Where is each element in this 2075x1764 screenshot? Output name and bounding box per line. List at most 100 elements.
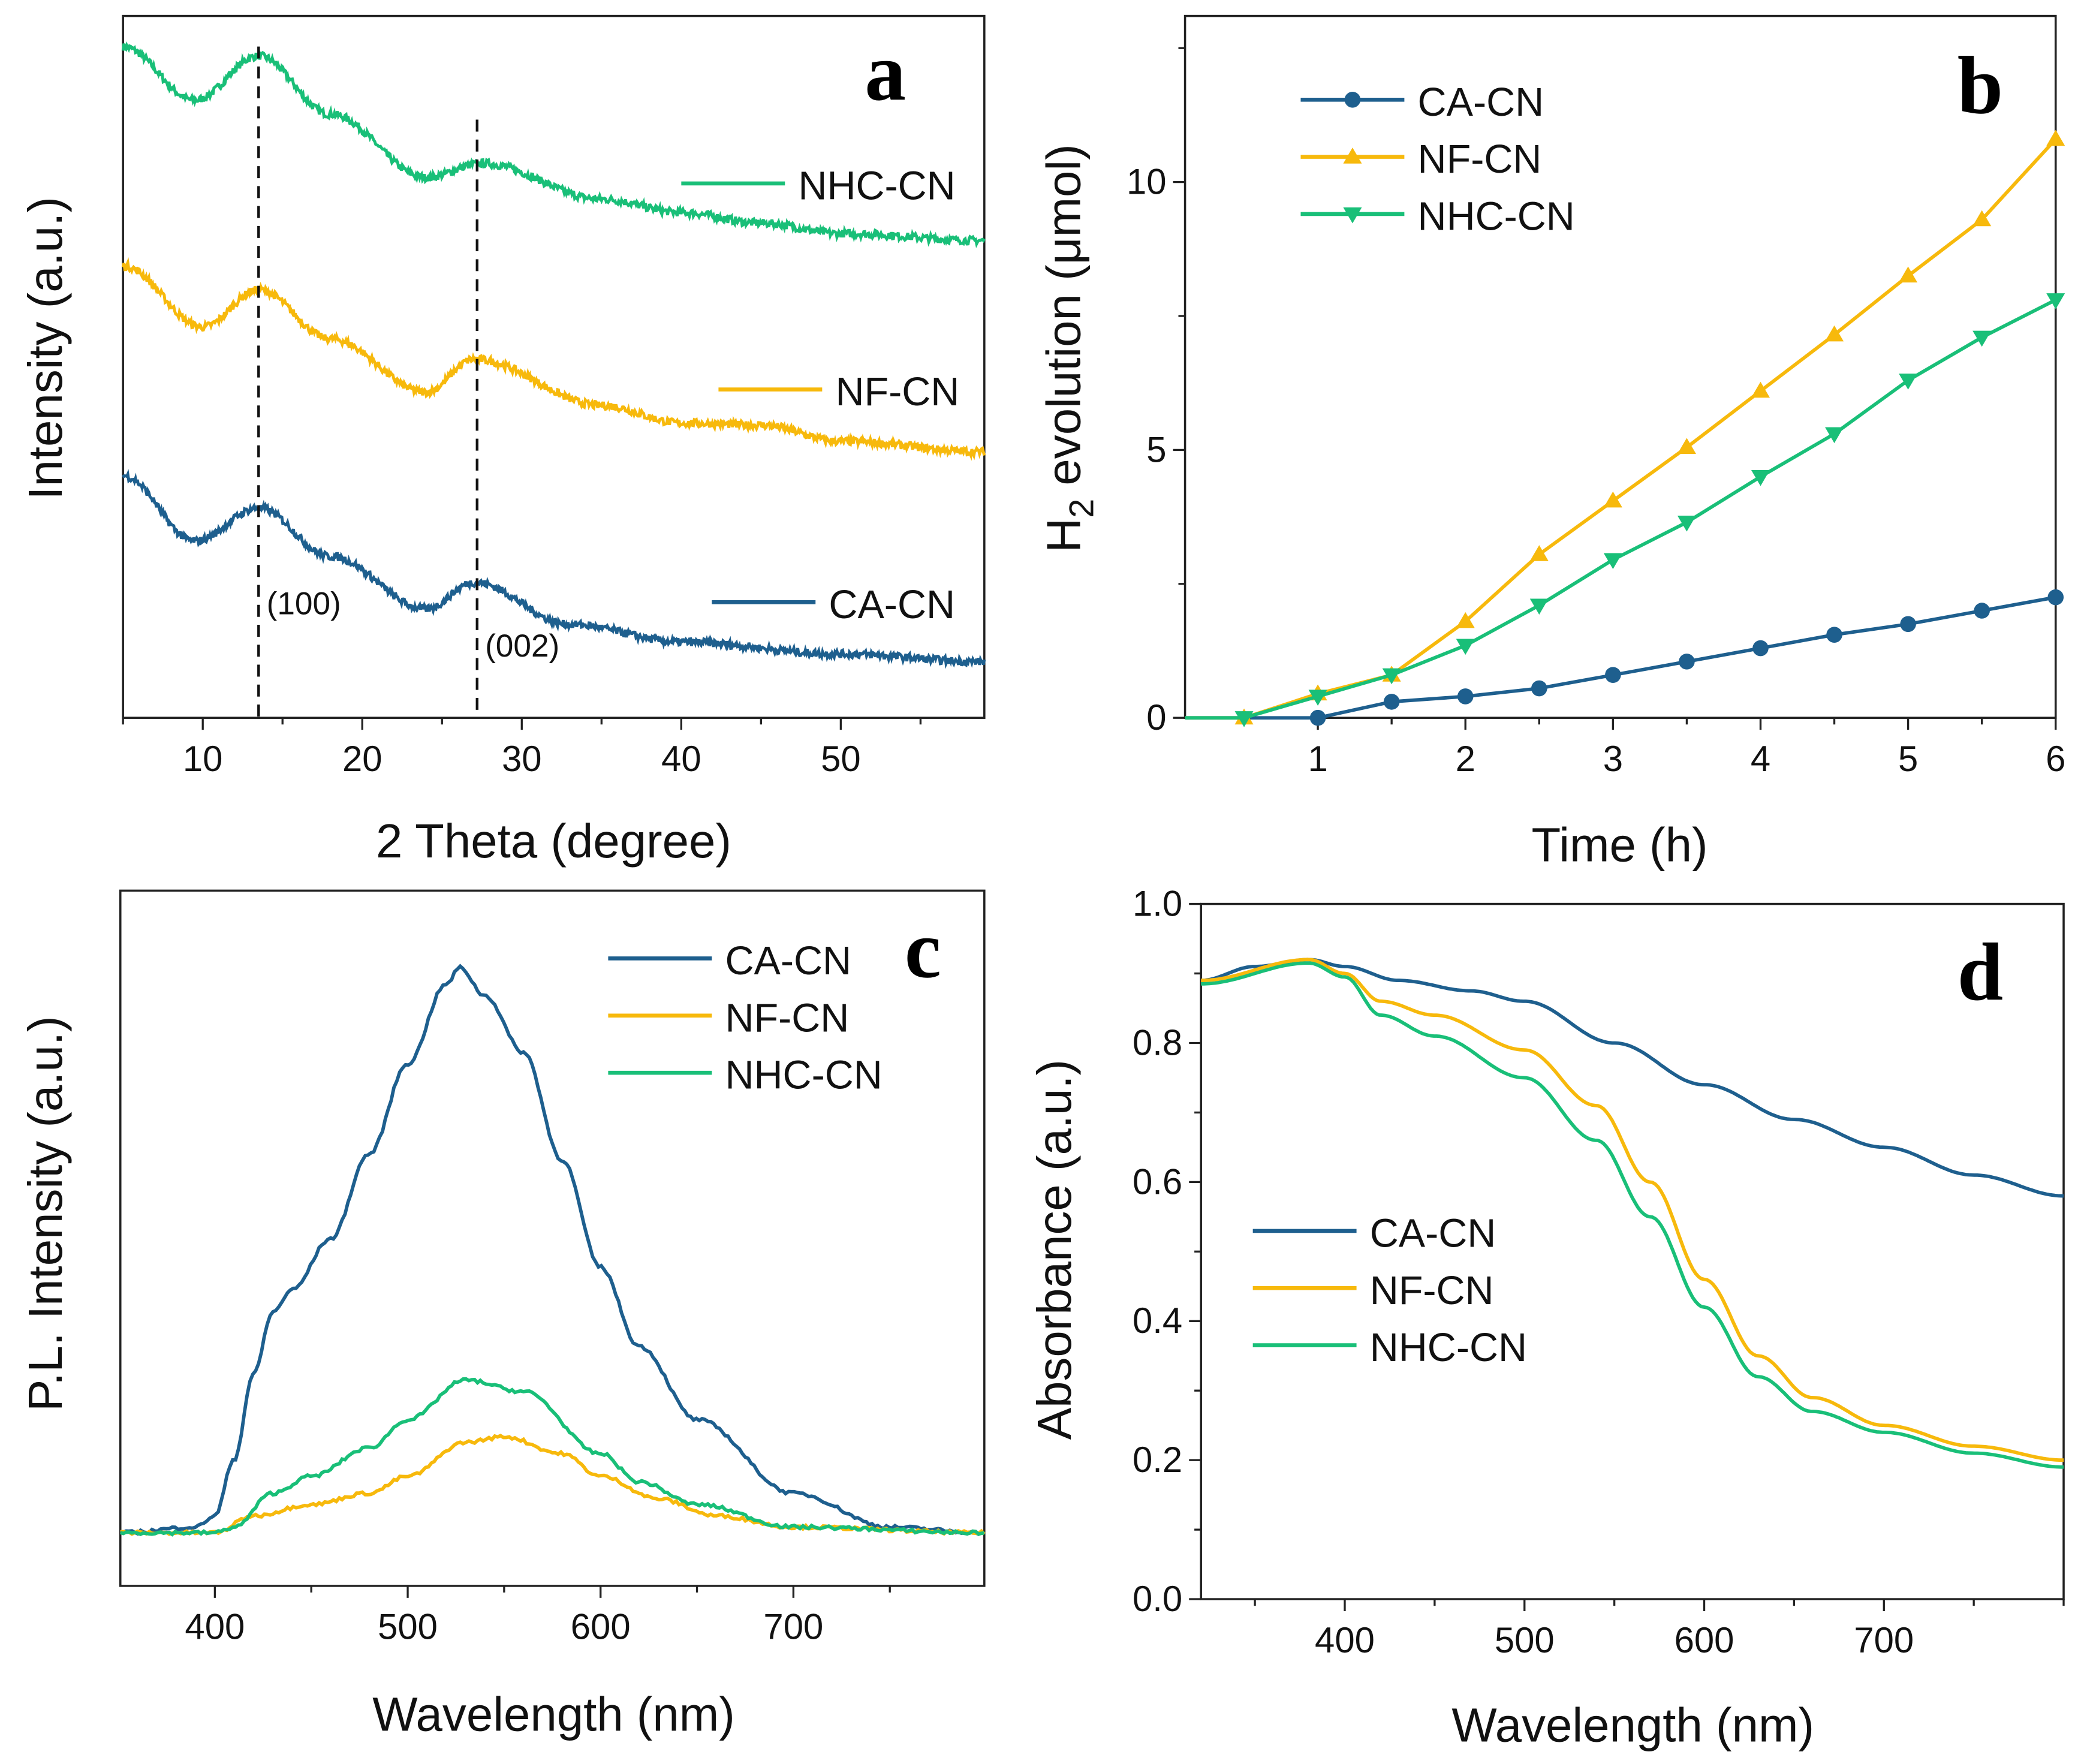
legend-marker: [1344, 91, 1361, 108]
x-tick-label: 3: [1603, 739, 1623, 779]
x-tick-label: 400: [185, 1607, 245, 1647]
panel-a-xrd: a 2 Theta (degree) Intensity (a.u.) 10 20…: [19, 14, 986, 868]
ylabel-h: H: [1037, 518, 1090, 553]
data-point-ca-cn: [1900, 616, 1916, 633]
data-point-nf-cn: [1603, 491, 1622, 508]
plot-frame: [1183, 14, 2057, 719]
legend-label-nhc-cn: NHC-CN: [798, 164, 955, 209]
y-tick-label: 1.0: [1133, 884, 1182, 924]
legend-label-nhc-cn: NHC-CN: [1370, 1326, 1527, 1370]
series-line-nhc-cn: [1201, 961, 2064, 1469]
data-point-nf-cn: [1529, 545, 1549, 561]
panel-a-ylabel: Intensity (a.u.): [19, 197, 72, 500]
x-tick-label: 700: [763, 1607, 823, 1647]
data-point-nf-cn: [1899, 266, 1918, 283]
x-tick-label: 30: [502, 739, 542, 779]
panel-d-xlabel: Wavelength (nm): [1451, 1698, 1814, 1751]
data-point-nhc-cn: [1751, 469, 1770, 486]
series-line-nhc-cn: [1185, 298, 2057, 720]
data-point-ca-cn: [1383, 694, 1400, 710]
series-line-nf-cn: [1201, 958, 2064, 1462]
x-tick-label: 500: [378, 1607, 438, 1647]
data-point-ca-cn: [1679, 654, 1695, 670]
legend-label-nf-cn: NF-CN: [725, 996, 849, 1040]
x-tick-label: 10: [183, 739, 223, 779]
panel-b-ylabel: H2 evolution (μmol): [1037, 144, 1101, 552]
series-line-nhc-cn: [121, 41, 986, 248]
data-point-ca-cn: [1974, 603, 1990, 619]
legend-marker: [1343, 207, 1362, 224]
legend-label-ca-cn: CA-CN: [1370, 1212, 1496, 1256]
data-point-nf-cn: [1825, 325, 1844, 342]
y-tick-label: 0.8: [1133, 1022, 1182, 1062]
panel-letter-c: c: [905, 904, 941, 995]
x-tick-label: 20: [342, 739, 383, 779]
series-line-nf-cn: [121, 257, 986, 461]
legend-label-ca-cn: CA-CN: [1418, 80, 1544, 125]
x-tick-label: 50: [821, 739, 861, 779]
data-point-nhc-cn: [1529, 598, 1549, 615]
data-point-ca-cn: [1826, 627, 1842, 643]
x-tick-label: 40: [661, 739, 701, 779]
y-tick-label: 0.4: [1133, 1301, 1182, 1341]
panel-c-pl: c Wavelength (nm) P.L. Intensity (a.u.) …: [19, 889, 986, 1741]
data-point-ca-cn: [1309, 709, 1326, 726]
series-line-nf-cn: [1185, 138, 2057, 720]
plot-frame: [119, 889, 986, 1587]
data-point-nhc-cn: [1308, 690, 1327, 706]
x-tick-label: 1: [1308, 739, 1327, 779]
data-point-ca-cn: [1531, 680, 1547, 697]
series-line-ca-cn: [120, 964, 985, 1536]
x-tick-label: 600: [571, 1607, 631, 1647]
data-point-nhc-cn: [2046, 293, 2065, 309]
legend-label-ca-cn: CA-CN: [725, 939, 851, 983]
panel-b-h2-evolution: b Time (h) H2 evolution (μmol) 1 2 3 4 5 6051…: [1037, 14, 2065, 872]
legend-label-nhc-cn: NHC-CN: [1418, 195, 1575, 239]
data-point-nhc-cn: [1234, 711, 1254, 727]
legend-label-nhc-cn: NHC-CN: [725, 1053, 882, 1098]
y-tick-label: 0: [1146, 697, 1166, 737]
panel-d-ylabel: Absorbance (a.u.): [1028, 1059, 1081, 1440]
x-tick-label: 4: [1751, 739, 1770, 779]
legend-label-ca-cn: CA-CN: [829, 583, 955, 627]
y-tick-label: 0.0: [1133, 1579, 1182, 1619]
x-tick-label: 700: [1854, 1620, 1914, 1660]
y-tick-label: 0.6: [1133, 1161, 1182, 1202]
series-line-ca-cn: [1201, 958, 2064, 1198]
series-line-ca-cn: [122, 469, 986, 669]
data-point-nhc-cn: [1825, 427, 1844, 444]
data-point-ca-cn: [1752, 640, 1769, 657]
ylabel-subscript: 2: [1063, 499, 1101, 518]
panel-c-ylabel: P.L. Intensity (a.u.): [19, 1016, 72, 1411]
data-point-nf-cn: [2046, 130, 2065, 146]
data-point-nhc-cn: [1603, 553, 1622, 570]
legend-label-nf-cn: NF-CN: [1370, 1269, 1494, 1313]
data-point-nhc-cn: [1972, 330, 1992, 347]
data-point-ca-cn: [1605, 667, 1621, 684]
plot-frame: [1200, 902, 2065, 1600]
legend-label-nf-cn: NF-CN: [1418, 137, 1542, 182]
data-point-nf-cn: [1456, 612, 1475, 628]
data-point-nf-cn: [1751, 381, 1770, 398]
x-tick-label: 5: [1898, 739, 1918, 779]
data-point-nhc-cn: [1899, 374, 1918, 390]
data-point-nf-cn: [1677, 438, 1696, 454]
peak-annotation: (100): [267, 586, 341, 621]
y-tick-label: 5: [1146, 429, 1166, 469]
data-point-ca-cn: [2047, 589, 2064, 606]
panel-a-xlabel: 2 Theta (degree): [376, 814, 731, 868]
series-line-nhc-cn: [119, 1377, 984, 1537]
x-tick-label: 500: [1495, 1620, 1555, 1660]
panel-d-absorbance: d Wavelength (nm) Absorbance (a.u.) 400 5…: [1028, 884, 2065, 1751]
data-point-nhc-cn: [1456, 639, 1475, 655]
panel-letter-a: a: [865, 26, 906, 118]
panel-c-xlabel: Wavelength (nm): [372, 1688, 735, 1741]
plot-frame: [122, 14, 986, 719]
panel-b-xlabel: Time (h): [1532, 818, 1708, 872]
x-tick-label: 400: [1315, 1620, 1375, 1660]
data-point-ca-cn: [1457, 688, 1474, 705]
x-tick-label: 2: [1456, 739, 1475, 779]
x-tick-label: 6: [2046, 739, 2065, 779]
data-point-nhc-cn: [1382, 668, 1401, 685]
